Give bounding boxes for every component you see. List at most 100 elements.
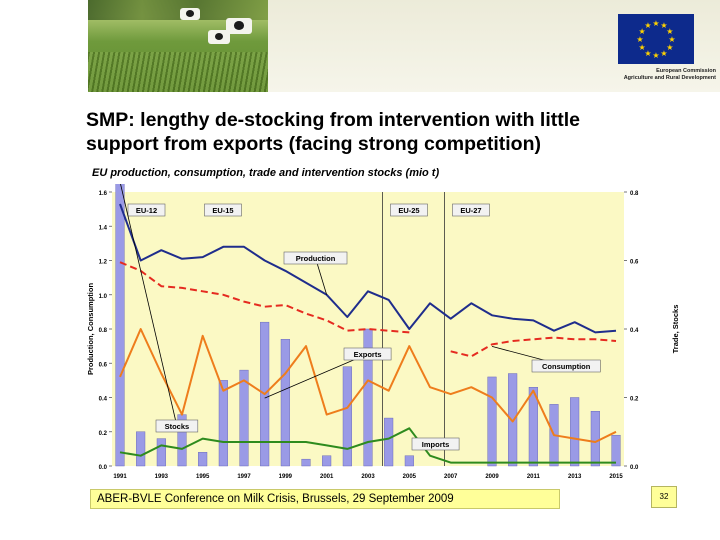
- y-left-axis-label: Production, Consumption: [86, 283, 95, 375]
- stocks-bar: [280, 339, 290, 467]
- logo-caption-line2: Agriculture and Rural Development: [623, 75, 716, 81]
- eu-star: ★: [652, 51, 659, 60]
- x-tick-label: 1993: [155, 474, 169, 480]
- stocks-bar: [198, 452, 208, 467]
- eu-flag-logo: ★ ★★★★★★★★★★★: [618, 14, 694, 64]
- imports-line: [119, 427, 616, 464]
- stocks-bar: [239, 369, 249, 467]
- period-label-box: [390, 203, 428, 217]
- x-tick-label: 1991: [113, 474, 127, 480]
- production-callout-box: [283, 251, 348, 265]
- consumption-line: [119, 261, 617, 358]
- exports-callout-label: Exports: [354, 350, 382, 359]
- y-left-tick-label: 0.8: [99, 328, 108, 334]
- imports-callout-box: [411, 437, 460, 451]
- period-label: EU-12: [136, 206, 157, 215]
- header-photo: [88, 0, 268, 92]
- title-line1: SMP: lengthy de-stocking from interventi…: [86, 109, 581, 131]
- stocks-bar: [570, 397, 580, 467]
- x-tick-label: 1997: [237, 474, 251, 480]
- period-label-box: [452, 203, 490, 217]
- y-left-tick-label: 0.2: [99, 431, 108, 437]
- y-right-tick-label: 0.0: [630, 465, 639, 471]
- stocks-bar: [136, 431, 146, 467]
- period-label: EU-25: [398, 206, 419, 215]
- footer-text: ABER-BVLE Conference on Milk Crisis, Bru…: [90, 489, 560, 509]
- exports-callout-arrow: [264, 353, 368, 399]
- stocks-bar: [590, 410, 600, 467]
- stocks-callout-label: Stocks: [165, 422, 190, 431]
- stocks-callout-box: [155, 419, 199, 433]
- imports-callout-label: Imports: [422, 440, 450, 449]
- x-tick-label: 2001: [320, 474, 334, 480]
- stocks-bar: [342, 366, 352, 467]
- stocks-bar: [218, 380, 228, 467]
- x-tick-label: 2011: [527, 474, 541, 480]
- stocks-bar: [487, 376, 497, 467]
- exports-callout-box: [343, 347, 392, 361]
- eu-star: ★: [660, 49, 667, 58]
- period-label: EU-27: [460, 206, 481, 215]
- eu-star: ★: [660, 21, 667, 30]
- cow: [208, 30, 230, 44]
- stocks-bar: [384, 417, 394, 467]
- eu-star: ★: [636, 35, 643, 44]
- y-right-tick-label: 0.2: [630, 397, 639, 403]
- title-line2: support from exports (facing strong comp…: [86, 133, 542, 155]
- y-left-tick-label: 0.0: [99, 465, 108, 471]
- eu-star: ★: [666, 43, 673, 52]
- eu-star: ★: [668, 35, 675, 44]
- x-tick-label: 1999: [279, 474, 293, 480]
- x-tick-label: 2007: [444, 474, 458, 480]
- production-line: [119, 203, 617, 334]
- eu-star: ★: [644, 49, 651, 58]
- stocks-bar: [404, 455, 414, 467]
- stocks-bar: [363, 328, 373, 467]
- stocks-bar: [115, 184, 125, 467]
- y-left-tick-label: 0.4: [99, 397, 108, 403]
- stocks-callout-arrow: [120, 184, 178, 427]
- eu-star: ★: [652, 19, 659, 28]
- production-callout-label: Production: [296, 254, 336, 263]
- page-number: 32: [651, 486, 677, 508]
- period-label-box: [127, 203, 166, 217]
- stocks-bar: [301, 458, 311, 467]
- tree-line: [88, 0, 268, 20]
- logo-caption: European Commission Agriculture and Rura…: [580, 68, 716, 82]
- y-right-tick-label: 0.6: [630, 260, 639, 266]
- consumption-callout-label: Consumption: [542, 362, 591, 371]
- y-left-tick-label: 1.0: [99, 294, 108, 300]
- period-label-box: [204, 203, 242, 217]
- x-tick-label: 2003: [361, 474, 375, 480]
- y-left-tick-label: 1.2: [99, 260, 108, 266]
- period-label: EU-15: [212, 206, 233, 215]
- stocks-bar: [156, 438, 166, 467]
- chart-subtitle: EU production, consumption, trade and in…: [92, 167, 440, 179]
- cow: [226, 18, 252, 34]
- eu-star: ★: [644, 21, 651, 30]
- eu-star: ★: [666, 27, 673, 36]
- y-right-tick-label: 0.8: [630, 191, 639, 197]
- y-left-tick-label: 1.4: [99, 225, 108, 231]
- x-tick-label: 2009: [485, 474, 499, 480]
- cow: [180, 8, 200, 20]
- x-tick-label: 2005: [403, 474, 417, 480]
- y-left-tick-label: 0.6: [99, 362, 108, 368]
- chart: 0.0 0.2 0.4 0.6 0.8 1.0 1.2 1.4 1.6 0.0 0.2 0.4 0.6 0…: [86, 184, 680, 480]
- exports-line: [119, 328, 617, 443]
- x-tick-label: 2015: [609, 474, 623, 480]
- y-right-axis-label: Trade, Stocks: [671, 305, 680, 354]
- grass: [88, 52, 268, 92]
- stocks-bar: [611, 434, 621, 467]
- x-tick-label: 2013: [568, 474, 582, 480]
- stocks-bar: [322, 455, 332, 467]
- slide-title: SMP: lengthy de-stocking from interventi…: [86, 108, 706, 156]
- x-tick-label: 1995: [196, 474, 210, 480]
- logo-caption-line1: European Commission: [656, 68, 716, 74]
- eu-flag-background: [618, 14, 694, 64]
- y-left-tick-label: 1.6: [99, 191, 108, 197]
- stocks-bar: [528, 387, 538, 467]
- consumption-callout-box: [531, 359, 601, 373]
- eu-star: ★: [639, 27, 646, 36]
- y-right-tick-label: 0.4: [630, 328, 639, 334]
